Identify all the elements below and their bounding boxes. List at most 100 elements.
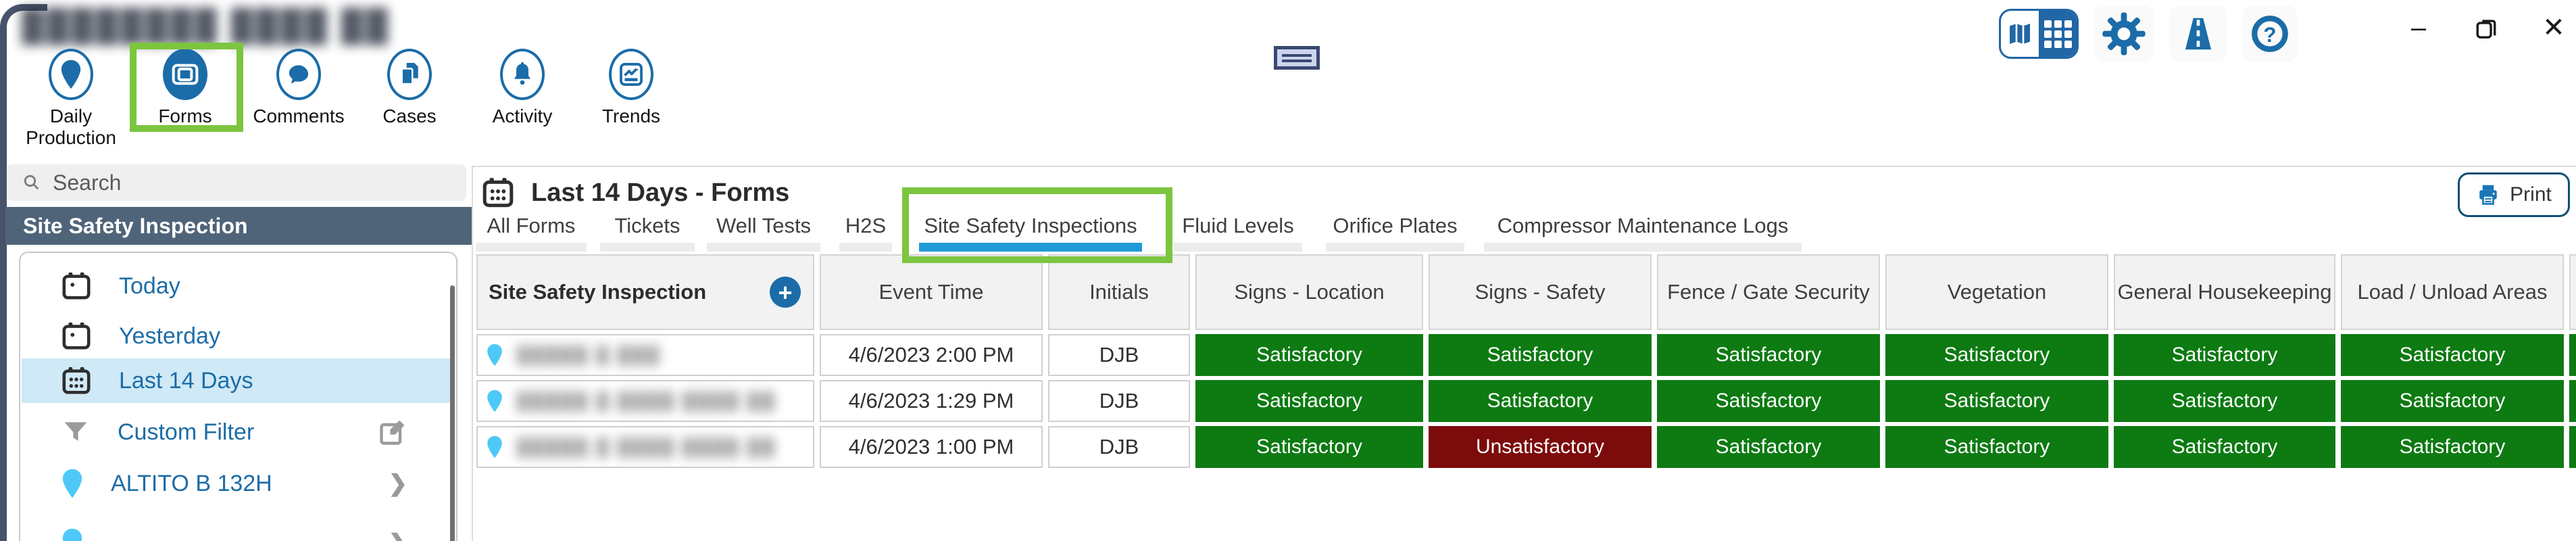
status-cell[interactable]: Satisfactory <box>1885 380 2108 422</box>
toolbar-item-label: Comments <box>253 105 345 126</box>
routes-button[interactable] <box>2169 5 2227 62</box>
map-pin-icon <box>49 49 93 100</box>
status-cell[interactable]: Satisfactory <box>1429 334 1652 376</box>
sidebar-item-today[interactable]: Today <box>22 264 455 308</box>
event-time-cell[interactable]: 4/6/2023 1:00 PM <box>820 426 1043 468</box>
tab-label: H2S <box>845 214 887 237</box>
window-controls: – ✕ <box>2403 12 2569 43</box>
search-input[interactable]: Search <box>7 164 466 201</box>
toolbar-item-label: Trends <box>601 105 661 126</box>
restore-button[interactable] <box>2471 12 2502 43</box>
column-header: Signs - Safety <box>1429 254 1652 330</box>
chevron-right-icon[interactable]: ❯ <box>388 471 408 496</box>
close-button[interactable]: ✕ <box>2542 13 2565 43</box>
toolbar-item-trends[interactable]: Trends <box>567 49 695 127</box>
gear-icon <box>2102 12 2146 55</box>
sidebar-item-yesterday[interactable]: Yesterday <box>22 314 455 358</box>
sidebar-filter-card: Today Yesterday Last 14 Days Custom Filt… <box>19 252 457 541</box>
search-icon <box>24 174 39 190</box>
calendar-icon <box>62 272 91 300</box>
search-placeholder: Search <box>53 170 122 195</box>
status-cell[interactable]: Satisfactory <box>2114 426 2335 468</box>
edit-filter-icon[interactable] <box>378 417 407 447</box>
help-button[interactable]: ? <box>2242 5 2298 62</box>
column-header: Initials <box>1048 254 1190 330</box>
sidebar-item-last-14-days[interactable]: Last 14 Days <box>22 358 455 403</box>
toolbar-item-cases[interactable]: Cases <box>345 49 474 127</box>
tab-h2s[interactable]: H2S <box>839 214 892 252</box>
sidebar-item-altito-b-132h[interactable]: ALTITO B 132H ❯ <box>22 461 455 506</box>
chevron-right-icon[interactable]: ❯ <box>389 530 408 541</box>
tab-well-tests[interactable]: Well Tests <box>707 214 820 252</box>
status-cell[interactable]: Satisfactory <box>2341 380 2564 422</box>
print-button[interactable]: Print <box>2458 172 2570 217</box>
calendar-dots-icon <box>62 367 91 394</box>
table-row-name[interactable]: █████ █ ████ ████ ██ <box>476 426 814 468</box>
status-cell[interactable]: Satisfactory <box>1195 380 1423 422</box>
svg-text:?: ? <box>2263 23 2276 47</box>
top-right-toolbar: ? <box>1999 5 2298 62</box>
tab-label: All Forms <box>487 214 576 237</box>
event-time-cell[interactable]: 4/6/2023 2:00 PM <box>820 334 1043 376</box>
sidebar-item-custom-filter[interactable]: Custom Filter <box>22 410 455 454</box>
status-cell[interactable]: Satisfactory <box>1657 334 1880 376</box>
sidebar-item-label: Yesterday <box>119 323 220 349</box>
status-cell[interactable]: Satisfactory <box>1195 334 1423 376</box>
funnel-icon <box>64 422 87 441</box>
column-header-form-name: Site Safety Inspection + <box>476 254 814 330</box>
initials-cell[interactable]: DJB <box>1048 380 1190 422</box>
minimize-button[interactable]: – <box>2410 12 2427 43</box>
column-header: Event Time <box>820 254 1043 330</box>
page-title: Last 14 Days - Forms <box>531 178 790 207</box>
add-form-button[interactable]: + <box>770 277 801 308</box>
sidebar-scrollbar[interactable] <box>450 285 455 541</box>
status-cell-partial <box>2569 380 2576 422</box>
road-icon <box>2185 18 2212 50</box>
settings-button[interactable] <box>2094 5 2154 62</box>
event-time-cell[interactable]: 4/6/2023 1:29 PM <box>820 380 1043 422</box>
toolbar-item-comments[interactable]: Comments <box>234 49 363 127</box>
tab-all-forms[interactable]: All Forms <box>476 214 587 252</box>
initials-cell[interactable]: DJB <box>1048 426 1190 468</box>
toolbar-item-forms[interactable]: Forms <box>121 49 249 127</box>
status-cell[interactable]: Unsatisfactory <box>1429 426 1652 468</box>
status-cell[interactable]: Satisfactory <box>1657 380 1880 422</box>
panel-splitter-handle[interactable] <box>1274 46 1320 70</box>
toolbar-item-label: Forms <box>158 105 212 126</box>
tab-site-safety-inspections[interactable]: Site Safety Inspections <box>919 214 1142 252</box>
tab-label: Site Safety Inspections <box>924 214 1137 237</box>
calendar-icon <box>62 322 91 350</box>
status-cell[interactable]: Satisfactory <box>1429 380 1652 422</box>
map-pin-icon <box>62 469 82 498</box>
calendar-dots-icon <box>482 178 514 208</box>
toolbar-item-activity[interactable]: Activity <box>458 49 587 127</box>
status-cell[interactable]: Satisfactory <box>2114 334 2335 376</box>
printer-icon <box>2479 185 2497 205</box>
map-pin-icon <box>487 390 502 413</box>
status-cell[interactable]: Satisfactory <box>2341 426 2564 468</box>
tab-fluid-levels[interactable]: Fluid Levels <box>1174 214 1302 252</box>
status-cell[interactable]: Satisfactory <box>1195 426 1423 468</box>
status-cell[interactable]: Satisfactory <box>1657 426 1880 468</box>
status-cell[interactable]: Satisfactory <box>2341 334 2564 376</box>
window-left-border <box>0 30 7 541</box>
table-row-name[interactable]: █████ █ ███ <box>476 334 814 376</box>
initials-cell[interactable]: DJB <box>1048 334 1190 376</box>
sidebar-item-partial[interactable]: ❯ <box>22 521 455 541</box>
map-grid-view-toggle[interactable] <box>1999 9 2079 59</box>
status-cell[interactable]: Satisfactory <box>1885 334 2108 376</box>
sidebar-item-label: Last 14 Days <box>119 367 253 394</box>
table-row-name[interactable]: █████ █ ████ ████ ██ <box>476 380 814 422</box>
status-cell[interactable]: Satisfactory <box>2114 380 2335 422</box>
tab-tickets[interactable]: Tickets <box>600 214 695 252</box>
status-cell-partial <box>2569 426 2576 468</box>
tab-compressor-maintenance-logs[interactable]: Compressor Maintenance Logs <box>1484 214 1802 252</box>
panel-divider <box>472 166 473 541</box>
tab-label: Compressor Maintenance Logs <box>1497 214 1789 237</box>
status-cell[interactable]: Satisfactory <box>1885 426 2108 468</box>
map-pin-icon <box>487 344 502 367</box>
toolbar-item-daily-production[interactable]: Daily Production <box>7 49 135 149</box>
tab-orifice-plates[interactable]: Orifice Plates <box>1326 214 1464 252</box>
map-view-icon[interactable] <box>2001 11 2039 57</box>
grid-view-icon[interactable] <box>2039 11 2077 57</box>
